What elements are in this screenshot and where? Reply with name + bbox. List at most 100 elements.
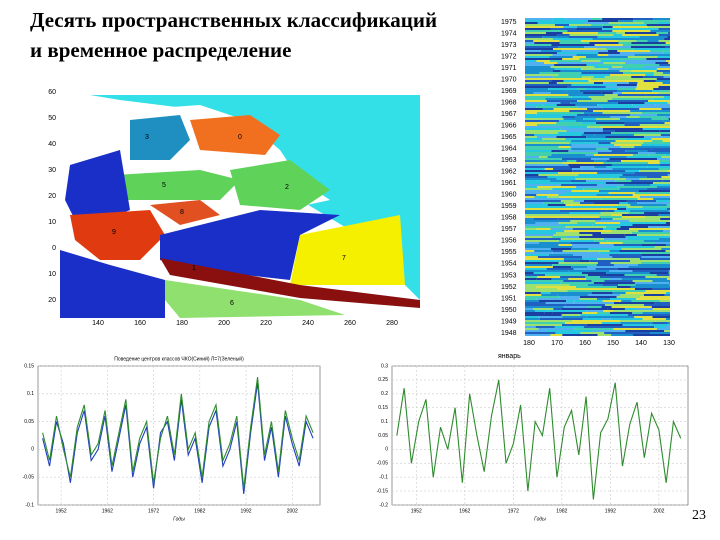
stripe — [602, 24, 620, 26]
y-tick-label: 0 — [385, 447, 388, 453]
stripe — [525, 62, 545, 64]
hov-x-tick-label: 130 — [663, 340, 675, 347]
stripe — [639, 170, 668, 172]
stripe — [525, 186, 538, 188]
stripe — [657, 158, 670, 160]
stripe — [623, 96, 664, 98]
stripe — [584, 200, 627, 202]
stripe — [617, 268, 658, 270]
stripe — [600, 302, 614, 304]
stripe — [668, 270, 670, 272]
stripe — [571, 266, 588, 268]
hov-x-tick-label: 140 — [635, 340, 647, 347]
stripe — [643, 304, 670, 306]
stripe — [575, 176, 620, 178]
stripe — [668, 282, 670, 284]
stripe — [613, 328, 657, 330]
stripe — [535, 222, 559, 224]
year-label: 1965 — [501, 134, 517, 141]
stripe — [643, 294, 665, 296]
stripe — [575, 178, 618, 180]
stripe — [525, 228, 537, 230]
stripe — [525, 102, 561, 104]
stripe — [654, 72, 663, 74]
y-tick-label: 0 — [31, 447, 34, 453]
stripe — [596, 264, 614, 266]
stripe — [620, 146, 635, 148]
stripe — [586, 64, 598, 66]
region — [115, 170, 240, 200]
stripe — [648, 226, 670, 228]
stripe — [570, 102, 618, 104]
stripe — [525, 166, 570, 168]
stripe — [622, 92, 659, 94]
map-y-tick-label: 40 — [48, 141, 56, 148]
stripe — [596, 144, 615, 146]
stripe — [525, 178, 557, 180]
region — [90, 95, 420, 300]
stripe — [659, 300, 670, 302]
stripe — [525, 192, 565, 194]
stripe — [619, 24, 647, 26]
region — [165, 280, 345, 318]
stripe — [525, 310, 536, 312]
stripe — [611, 164, 635, 166]
stripe — [525, 92, 534, 94]
stripe — [562, 334, 598, 336]
stripe — [636, 40, 648, 42]
stripe — [525, 176, 548, 178]
stripe — [609, 278, 622, 280]
stripe — [580, 314, 628, 316]
stripe — [629, 114, 657, 116]
stripe — [556, 178, 576, 180]
stripe — [525, 258, 564, 260]
stripe — [571, 96, 589, 98]
stripe — [602, 18, 634, 20]
stripe — [645, 276, 670, 278]
stripe — [656, 274, 670, 276]
stripe — [525, 298, 537, 300]
stripe — [656, 78, 670, 80]
stripe — [605, 136, 645, 138]
series-line — [42, 377, 314, 489]
stripe — [600, 212, 629, 214]
stripe — [594, 202, 620, 204]
stripe — [612, 218, 661, 220]
stripe — [559, 120, 576, 122]
stripe — [533, 218, 559, 220]
stripe — [613, 302, 655, 304]
stripe — [548, 88, 577, 90]
x-axis-label: Годы — [534, 516, 546, 522]
region — [190, 115, 280, 155]
stripe — [552, 312, 583, 314]
region-label: 9 — [112, 229, 116, 236]
stripe — [592, 234, 625, 236]
stripe — [545, 274, 588, 276]
stripe — [599, 216, 622, 218]
stripe — [525, 246, 573, 248]
stripe — [602, 112, 642, 114]
stripe — [525, 184, 562, 186]
stripe — [550, 28, 577, 30]
title-line: Десять пространственных классификаций — [30, 8, 437, 32]
stripe — [568, 78, 591, 80]
stripe — [637, 264, 670, 266]
stripe — [525, 44, 552, 46]
stripe — [613, 264, 629, 266]
stripe — [557, 288, 597, 290]
stripe — [636, 234, 666, 236]
stripe — [642, 128, 670, 130]
stripe — [622, 58, 647, 60]
stripe — [654, 302, 670, 304]
x-tick-label: 1992 — [240, 508, 251, 514]
stripe — [525, 96, 572, 98]
stripe — [663, 52, 670, 54]
stripe — [589, 42, 619, 44]
stripe — [621, 160, 660, 162]
stripe — [562, 316, 587, 318]
stripe — [620, 294, 644, 296]
stripe — [525, 46, 559, 48]
stripe — [664, 122, 670, 124]
stripe — [534, 196, 548, 198]
stripe — [650, 30, 670, 32]
